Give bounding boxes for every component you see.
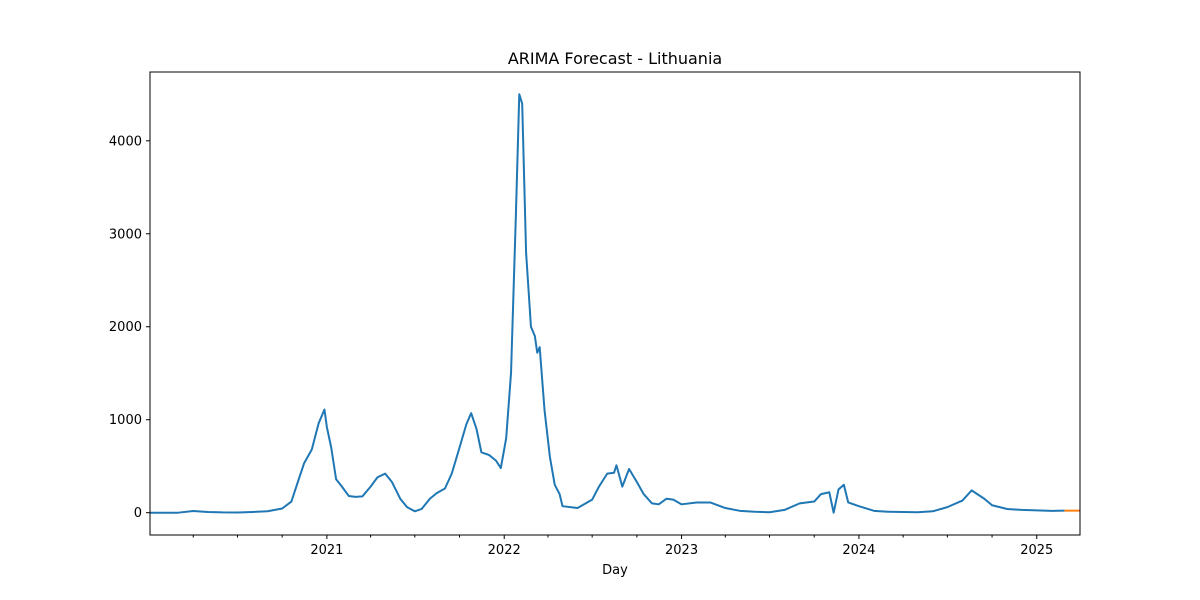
x-tick-label: 2021 — [310, 543, 343, 558]
chart-title: ARIMA Forecast - Lithuania — [508, 49, 722, 68]
x-tick-label: 2025 — [1020, 543, 1053, 558]
series-line-0 — [150, 93, 1065, 514]
y-tick-label: 3000 — [109, 227, 142, 242]
x-tick-label: 2022 — [488, 543, 521, 558]
x-axis-label: Day — [602, 563, 628, 578]
y-axis: 0 1000 2000 3000 4000 — [109, 134, 150, 521]
y-tick-label: 1000 — [109, 413, 142, 428]
x-axis: 2021 2022 2023 2024 2025 — [192, 535, 1053, 558]
x-tick-label: 2023 — [665, 543, 698, 558]
y-tick-label: 2000 — [109, 320, 142, 335]
y-tick-label: 0 — [134, 506, 142, 521]
y-tick-label: 4000 — [109, 134, 142, 149]
plot-frame — [149, 71, 1081, 536]
x-tick-label: 2024 — [842, 543, 875, 558]
series-layer — [150, 93, 1080, 514]
